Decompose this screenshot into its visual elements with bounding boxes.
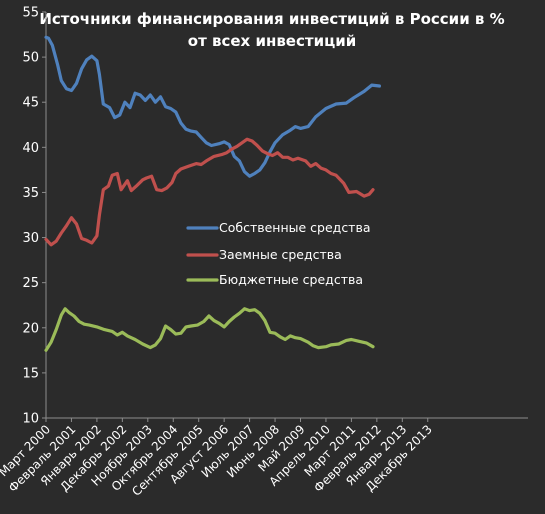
- chart-title-line-2: от всех инвестиций: [188, 32, 356, 50]
- y-tick-label: 40: [22, 141, 39, 156]
- series-line-3: [44, 307, 375, 352]
- series-line-2: [44, 137, 375, 247]
- chart-title: Источники финансирования инвестиций в Ро…: [39, 10, 504, 50]
- y-tick-label: 20: [22, 321, 39, 336]
- y-tick-label: 45: [22, 96, 39, 111]
- y-tick-label: 55: [22, 6, 39, 21]
- series-line-1: [44, 35, 381, 178]
- legend-label-1: Собственные средства: [219, 220, 371, 235]
- y-tick-label: 10: [22, 412, 39, 427]
- y-tick-label: 30: [22, 231, 39, 246]
- legend-label-2: Заемные средства: [219, 247, 342, 262]
- legend-label-3: Бюджетные средства: [219, 272, 363, 287]
- legend: Собственные средства Заемные средства Бюдж…: [186, 220, 371, 287]
- chart-title-line-1: Источники финансирования инвестиций в Ро…: [39, 10, 504, 28]
- axes: [45, 12, 528, 419]
- y-tick-label: 35: [22, 186, 39, 201]
- series-lines: [44, 35, 381, 352]
- y-axis-ticks: 10 15 20 25 30 35 40 45 50 55: [22, 6, 46, 427]
- y-tick-label: 15: [22, 366, 39, 381]
- y-tick-label: 50: [22, 51, 39, 66]
- y-tick-label: 25: [22, 276, 39, 291]
